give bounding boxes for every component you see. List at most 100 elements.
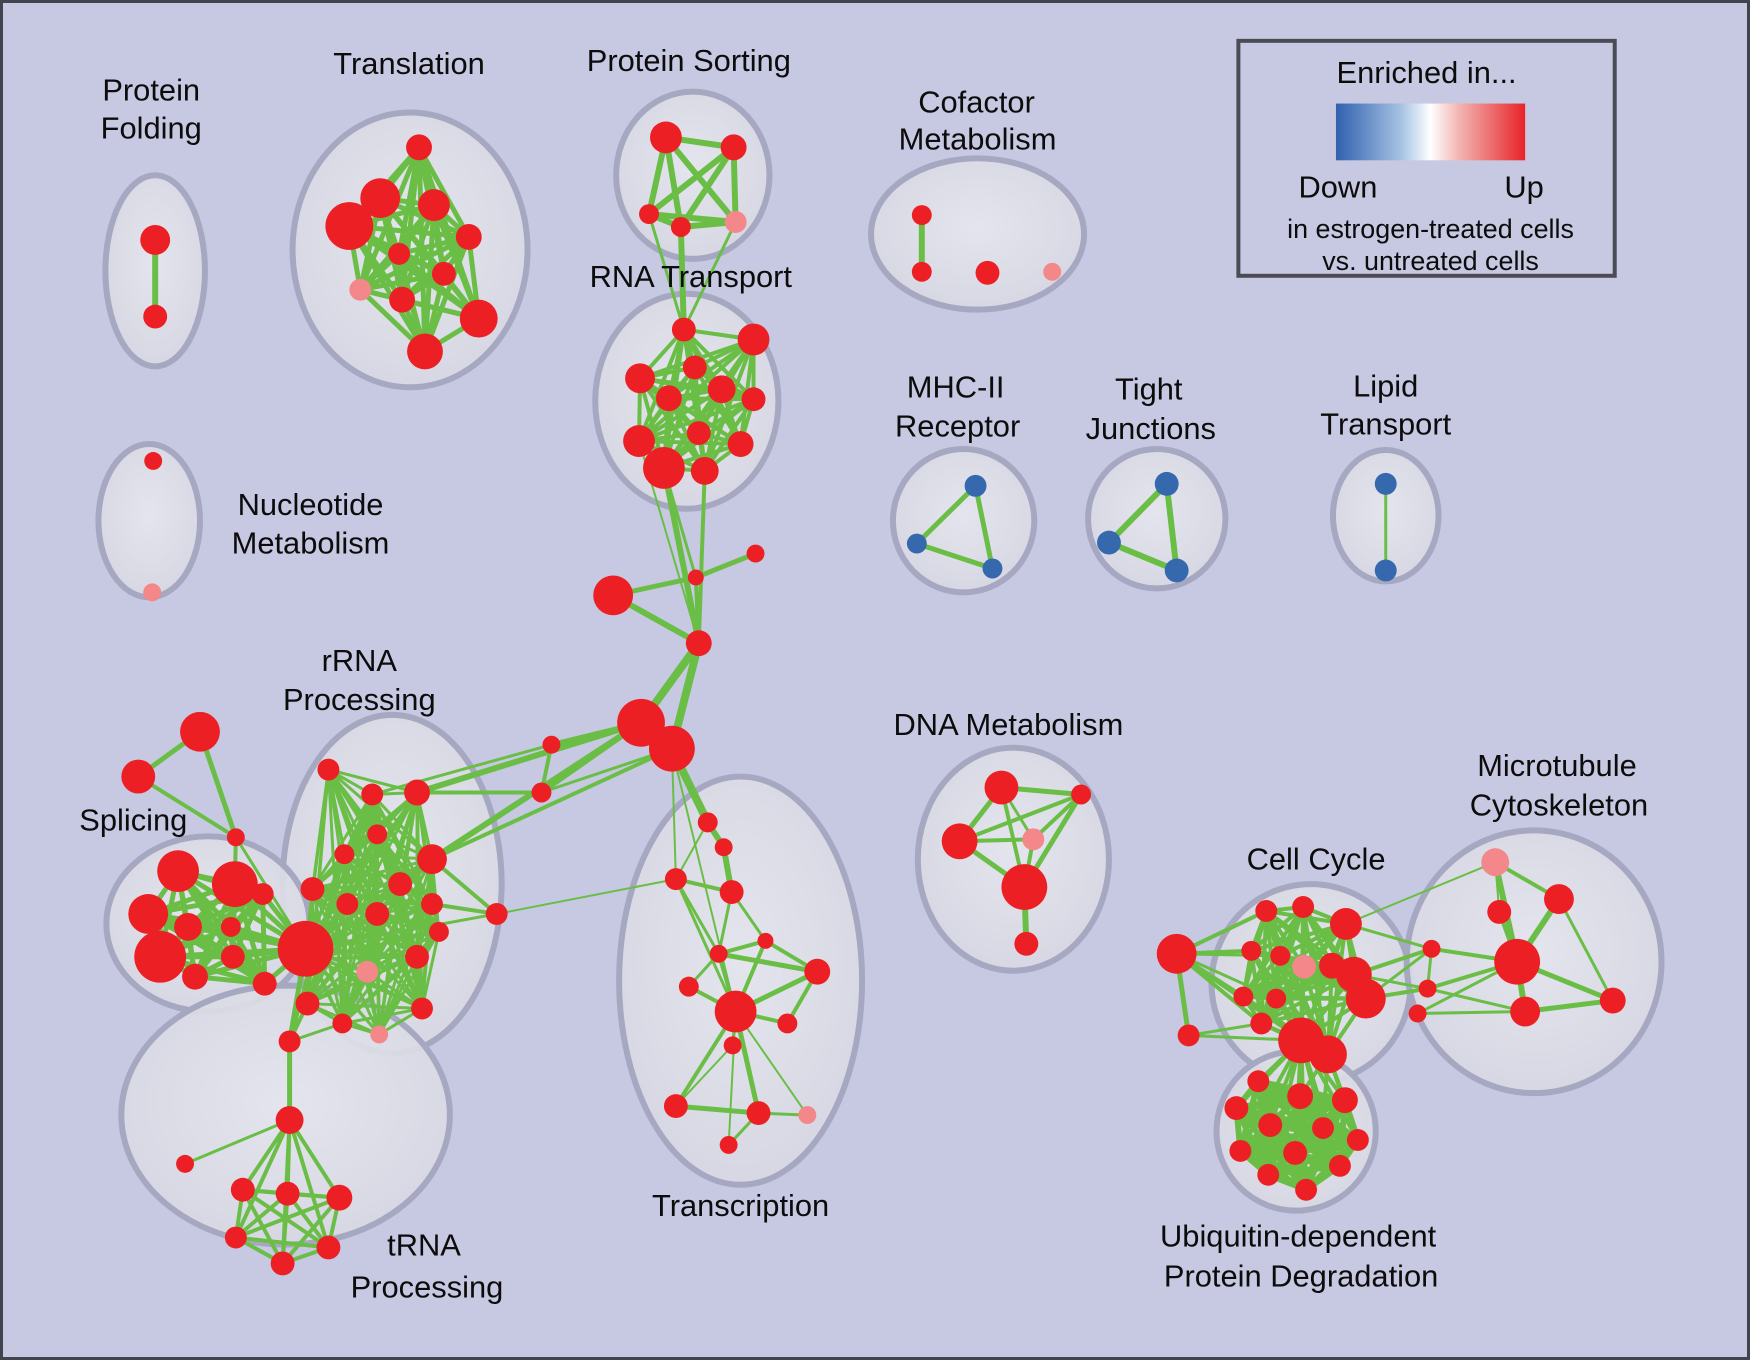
edge	[662, 134, 739, 226]
node-tl8	[349, 278, 372, 301]
node-cc4	[1241, 940, 1262, 961]
edge	[1557, 897, 1615, 1003]
node-u10	[1328, 1154, 1351, 1177]
node-trh	[275, 1106, 304, 1134]
node-cf4	[1043, 262, 1062, 281]
cluster-label-rrna-processing-line2: Processing	[283, 682, 436, 717]
node-tri3	[226, 828, 245, 847]
node-d2	[1071, 784, 1092, 805]
node-cc14	[1309, 1035, 1347, 1074]
edge	[716, 951, 820, 975]
node-nm2	[143, 583, 162, 602]
edge	[429, 746, 674, 862]
edge	[702, 397, 756, 473]
node-u1	[1247, 1070, 1270, 1093]
edge	[674, 1044, 734, 1108]
edge	[682, 220, 738, 332]
node-rt5	[707, 375, 736, 404]
edge	[957, 792, 1084, 844]
node-r10	[365, 902, 390, 926]
node-rt4	[682, 355, 707, 380]
edge	[666, 396, 756, 402]
node-r6	[417, 844, 447, 875]
node-m7	[1422, 939, 1441, 958]
node-t15	[719, 1135, 738, 1154]
node-t14	[798, 1106, 817, 1125]
node-tl9	[389, 286, 416, 313]
edge	[673, 1103, 762, 1116]
edge	[287, 1118, 342, 1200]
node-pf2	[143, 304, 168, 329]
edge	[377, 930, 441, 1036]
node-u11	[1257, 1163, 1280, 1186]
cluster-label-trna-processing-line1: tRNA	[387, 1228, 461, 1263]
legend-title: Enriched in...	[1337, 55, 1517, 90]
edge	[495, 878, 677, 915]
node-t13	[746, 1101, 771, 1126]
node-t5	[757, 932, 774, 949]
node-mb1	[964, 474, 987, 497]
node-cf1	[911, 205, 932, 226]
node-m6	[1599, 987, 1626, 1014]
node-c4	[685, 630, 712, 657]
node-tl5	[455, 224, 482, 250]
node-mb2	[906, 533, 927, 554]
node-lt1	[1374, 472, 1397, 495]
edge	[431, 202, 482, 322]
node-rt9	[623, 425, 655, 457]
node-t7	[804, 958, 831, 985]
cluster-label-rrna-processing-line1: rRNA	[322, 643, 398, 678]
node-t11	[723, 1036, 742, 1055]
edge	[647, 212, 686, 332]
node-cc12	[1250, 1012, 1273, 1035]
node-ps3	[639, 204, 659, 225]
edge	[1105, 480, 1170, 546]
edge	[637, 327, 686, 444]
cluster-label-ubiquitin-degradation-line2: Protein Degradation	[1164, 1259, 1438, 1294]
node-ps1	[649, 121, 682, 154]
node-m2	[1544, 884, 1574, 914]
legend-gradient-bar	[1335, 103, 1526, 161]
node-r18	[411, 997, 433, 1020]
node-ps4	[670, 217, 691, 237]
edge	[326, 768, 434, 861]
node-trp5	[316, 1235, 341, 1260]
node-c6	[649, 725, 695, 772]
node-t12	[663, 1094, 688, 1119]
edge	[727, 1010, 737, 1146]
edge	[306, 1002, 424, 1011]
edge	[340, 1007, 424, 1025]
node-r13	[356, 960, 379, 983]
cluster-ellipse-mhc-ii-receptor	[889, 446, 1038, 596]
node-c8	[531, 782, 552, 803]
node-c7	[542, 735, 561, 754]
edge	[310, 887, 434, 906]
cluster-label-ubiquitin-degradation-line1: Ubiquitin-dependent	[1160, 1219, 1437, 1254]
node-s1	[157, 850, 199, 893]
node-trp4	[224, 1226, 247, 1249]
node-r11	[421, 893, 443, 915]
node-r19	[428, 921, 449, 942]
node-r14	[405, 944, 429, 969]
edge	[183, 1118, 292, 1166]
node-tl3	[418, 189, 450, 222]
edge	[1187, 1021, 1263, 1037]
node-lt2	[1374, 559, 1397, 582]
node-cf2	[911, 261, 932, 282]
node-tl2	[360, 178, 401, 219]
edge	[693, 551, 759, 580]
node-s7	[220, 916, 241, 937]
cluster-label-cell-cycle: Cell Cycle	[1247, 841, 1386, 876]
node-rt1	[671, 317, 696, 342]
cluster-label-lipid-transport-line1: Lipid	[1353, 368, 1418, 403]
edge	[677, 224, 687, 333]
edge	[287, 1118, 331, 1250]
node-tri2	[121, 759, 156, 794]
node-t1	[697, 812, 718, 833]
node-t6	[709, 944, 728, 963]
cluster-label-mhc-ii-receptor-line1: MHC-II	[907, 369, 1005, 404]
node-s8	[220, 944, 245, 969]
